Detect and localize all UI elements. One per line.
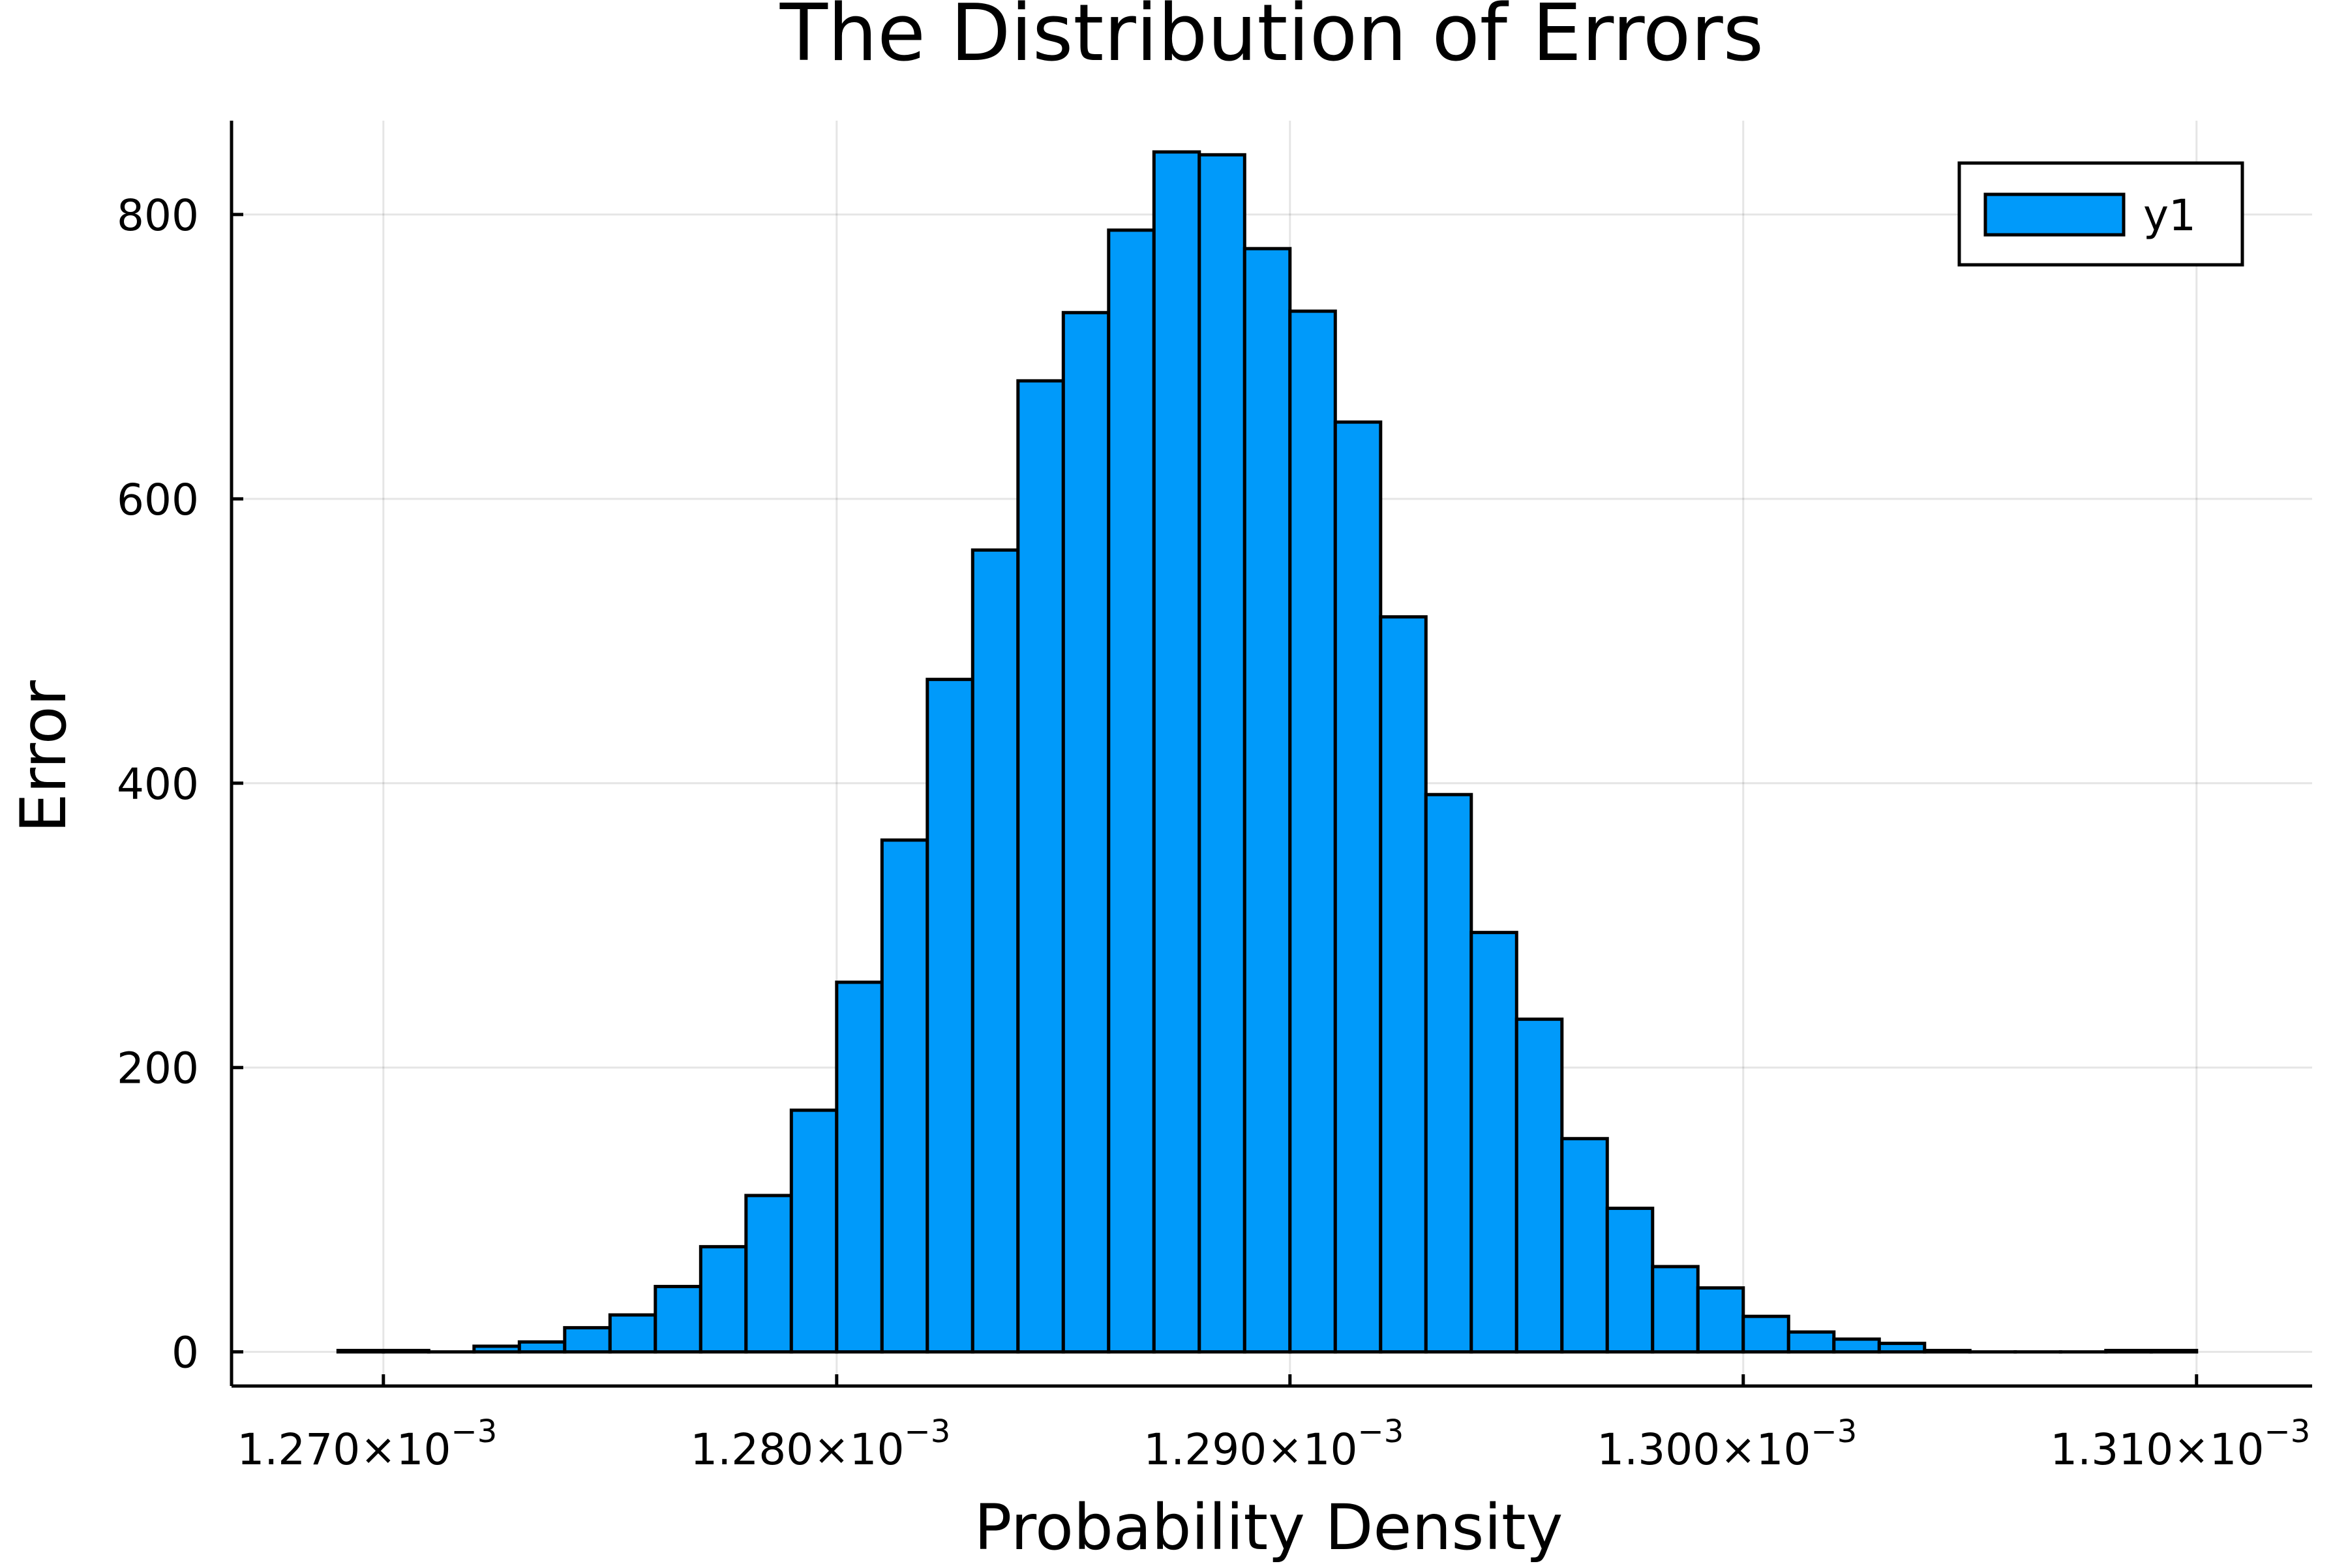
histogram-bar <box>1290 311 1335 1352</box>
histogram-bar <box>1471 933 1516 1352</box>
histogram-bar <box>1653 1267 1698 1352</box>
legend-label: y1 <box>2143 190 2196 241</box>
histogram-bar <box>610 1315 655 1352</box>
histogram-bar <box>700 1246 745 1351</box>
legend: y1 <box>1959 163 2242 265</box>
y-tick-label: 800 <box>117 190 199 241</box>
histogram-bar <box>1743 1316 1788 1351</box>
histogram-bar <box>1109 230 1154 1352</box>
histogram-bar <box>791 1110 836 1352</box>
histogram-bar <box>837 982 882 1352</box>
histogram-bar <box>565 1328 610 1352</box>
histogram-bar <box>1788 1332 1833 1352</box>
histogram-bar <box>1381 617 1426 1352</box>
histogram-bar <box>1607 1209 1652 1352</box>
y-tick-label: 0 <box>172 1328 199 1378</box>
histogram-bar <box>1426 794 1471 1351</box>
histogram-bar <box>1244 249 1289 1352</box>
histogram-bar <box>519 1342 564 1351</box>
histogram-bar <box>1879 1344 1924 1352</box>
histogram-bar <box>338 1351 383 1352</box>
histogram-bar <box>1154 152 1199 1352</box>
histogram-bar <box>972 550 1017 1351</box>
y-tick-label: 600 <box>117 475 199 525</box>
histogram-bar <box>655 1286 700 1351</box>
histogram-bar <box>2106 1351 2151 1352</box>
legend-swatch <box>1985 194 2124 235</box>
histogram-bar <box>1335 422 1380 1352</box>
y-tick-label: 400 <box>117 759 199 809</box>
histogram-bar <box>746 1196 791 1352</box>
chart-title: The Distribution of Errors <box>779 0 1764 79</box>
histogram-bar <box>1063 312 1108 1351</box>
histogram-bar <box>1199 155 1244 1351</box>
histogram-bar <box>1018 381 1063 1352</box>
histogram-bar <box>474 1346 519 1352</box>
histogram-bar <box>1562 1139 1607 1352</box>
y-tick-label: 200 <box>117 1044 199 1094</box>
histogram-bar <box>1925 1351 1970 1352</box>
y-axis-label: Error <box>7 680 80 833</box>
histogram-bar <box>1698 1288 1743 1352</box>
histogram-bar <box>882 840 927 1352</box>
histogram-bar <box>927 680 972 1352</box>
histogram-bar <box>2151 1351 2196 1352</box>
histogram-bar <box>1516 1019 1561 1352</box>
x-axis-label: Probability Density <box>974 1491 1563 1564</box>
histogram-bar <box>1834 1339 1879 1352</box>
histogram-bar <box>384 1351 429 1352</box>
